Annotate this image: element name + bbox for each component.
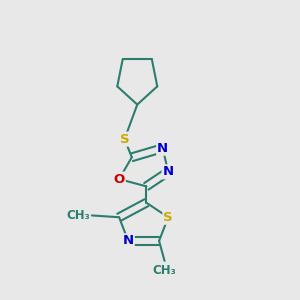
Text: N: N — [123, 234, 134, 248]
Text: O: O — [113, 172, 125, 186]
Text: S: S — [164, 211, 173, 224]
Text: CH₃: CH₃ — [153, 264, 176, 277]
Text: CH₃: CH₃ — [67, 209, 90, 222]
Text: N: N — [163, 165, 174, 178]
Text: N: N — [157, 142, 168, 155]
Text: S: S — [120, 133, 129, 146]
